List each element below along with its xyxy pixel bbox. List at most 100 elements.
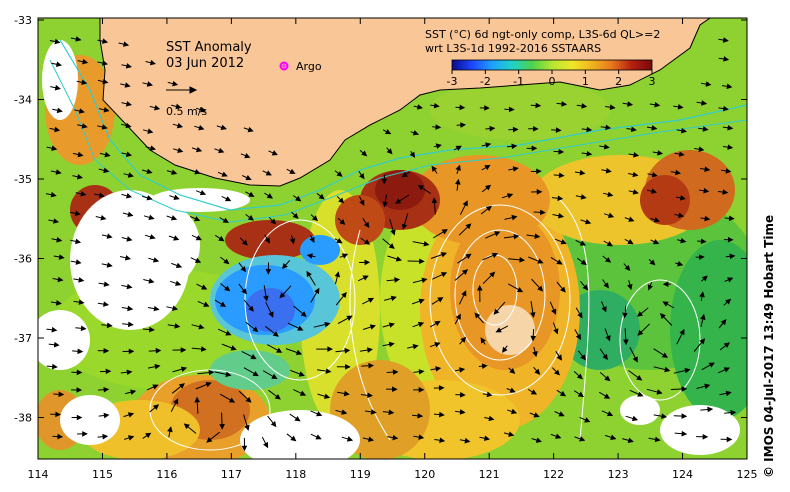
velocity-arrowhead xyxy=(720,319,727,326)
velocity-arrowhead xyxy=(292,212,299,219)
velocity-arrowhead xyxy=(610,434,617,441)
velocity-arrowhead xyxy=(53,218,60,224)
velocity-arrowhead xyxy=(250,354,257,360)
velocity-arrowhead xyxy=(581,103,588,109)
velocity-arrowhead xyxy=(418,434,425,440)
velocity-arrowhead xyxy=(705,81,712,87)
velocity-arrowhead xyxy=(364,259,371,266)
velocity-arrowhead xyxy=(289,168,296,174)
velocity-arrowhead xyxy=(130,389,137,395)
velocity-arrowhead xyxy=(727,277,734,283)
velocity-arrowhead xyxy=(435,366,442,372)
velocity-arrowhead xyxy=(677,260,684,267)
colorbar-title-line1: SST (°C) 6d ngt-only comp, L3S-6d QL>=2 xyxy=(425,28,660,41)
velocity-arrowhead xyxy=(224,285,231,292)
velocity-arrowhead xyxy=(194,169,201,175)
velocity-arrowhead xyxy=(631,415,639,422)
velocity-arrowhead xyxy=(530,335,537,342)
velocity-arrowhead xyxy=(435,143,442,149)
velocity-arrowhead xyxy=(516,287,524,293)
velocity-arrowhead xyxy=(622,312,628,319)
velocity-arrowhead xyxy=(281,262,288,270)
velocity-arrowhead xyxy=(512,166,519,172)
velocity-arrowhead xyxy=(208,369,215,376)
velocity-arrowhead xyxy=(559,390,567,397)
velocity-arrowhead xyxy=(366,347,374,353)
velocity-arrowhead xyxy=(198,124,205,131)
velocity-arrowhead xyxy=(343,390,350,397)
velocity-arrowhead xyxy=(175,103,182,110)
velocity-arrowhead xyxy=(441,229,448,235)
velocity-arrowhead xyxy=(431,165,438,172)
colorbar-tick-label: -3 xyxy=(447,75,458,88)
velocity-arrowhead xyxy=(580,354,586,361)
velocity-arrowhead xyxy=(77,348,84,355)
velocity-arrowhead xyxy=(170,215,178,221)
velocity-arrowhead xyxy=(318,193,325,200)
velocity-arrowhead xyxy=(577,312,583,319)
velocity-arrowhead xyxy=(195,235,203,241)
velocity-arrowhead xyxy=(359,173,365,180)
velocity-arrowhead xyxy=(653,239,660,245)
velocity-arrowhead xyxy=(489,125,496,132)
velocity-arrowhead xyxy=(221,171,228,177)
velocity-arrowhead xyxy=(265,170,272,176)
velocity-arrowhead xyxy=(535,437,542,443)
velocity-arrowhead xyxy=(225,371,232,378)
velocity-arrowhead xyxy=(554,369,560,376)
velocity-arrowhead xyxy=(417,321,425,328)
velocity-arrowhead xyxy=(368,436,375,442)
velocity-arrowhead xyxy=(298,371,305,377)
velocity-arrowhead xyxy=(336,171,343,177)
velocity-arrowhead xyxy=(704,166,711,173)
x-tick-label: 120 xyxy=(414,468,435,481)
velocity-arrowhead xyxy=(727,236,734,243)
velocity-arrowhead xyxy=(339,219,346,225)
velocity-arrowhead xyxy=(200,106,207,113)
velocity-arrowhead xyxy=(555,433,562,439)
velocity-arrowhead xyxy=(101,38,109,44)
velocity-arrowhead xyxy=(537,258,544,264)
velocity-arrowhead xyxy=(637,329,644,336)
velocity-arrowhead xyxy=(219,423,225,430)
colorbar-tick-label: 3 xyxy=(649,75,656,88)
velocity-arrowhead xyxy=(126,283,133,290)
velocity-arrowhead xyxy=(175,280,182,286)
argo-label: Argo xyxy=(296,60,322,73)
velocity-arrowhead xyxy=(707,406,714,413)
velocity-arrowhead xyxy=(508,431,515,437)
velocity-arrowhead xyxy=(532,351,538,358)
velocity-arrowhead xyxy=(127,435,135,441)
velocity-arrowhead xyxy=(145,432,152,439)
velocity-arrowhead xyxy=(461,269,469,275)
velocity-arrowhead xyxy=(699,291,705,298)
plot-frame xyxy=(37,17,748,460)
velocity-arrowhead xyxy=(311,215,319,222)
velocity-arrowhead xyxy=(460,336,467,343)
velocity-arrowhead xyxy=(627,437,634,444)
velocity-arrowhead xyxy=(726,436,733,443)
velocity-arrowhead xyxy=(677,104,684,110)
velocity-arrowhead xyxy=(55,61,62,68)
velocity-arrowhead xyxy=(700,313,706,320)
velocity-arrowhead xyxy=(433,102,440,109)
velocity-arrowhead xyxy=(388,409,395,416)
velocity-arrowhead xyxy=(336,237,343,244)
velocity-arrowhead xyxy=(154,363,161,370)
velocity-arrowhead xyxy=(459,367,466,373)
velocity-arrowhead xyxy=(50,191,57,198)
velocity-arrowhead xyxy=(460,122,467,128)
velocity-arrowhead xyxy=(241,288,247,295)
velocity-arrowhead xyxy=(222,217,229,223)
velocity-arrowhead xyxy=(440,272,448,278)
velocity-arrowhead xyxy=(148,214,155,221)
velocity-arrowhead xyxy=(381,178,388,185)
velocity-arrowhead xyxy=(530,312,536,319)
velocity-arrowhead xyxy=(224,196,232,202)
x-tick-label: 122 xyxy=(543,468,564,481)
velocity-arrowhead xyxy=(601,306,607,313)
velocity-arrowhead xyxy=(493,308,500,315)
x-tick-label: 117 xyxy=(221,468,242,481)
velocity-arrowhead xyxy=(223,258,230,265)
velocity-arrowhead xyxy=(534,368,541,375)
